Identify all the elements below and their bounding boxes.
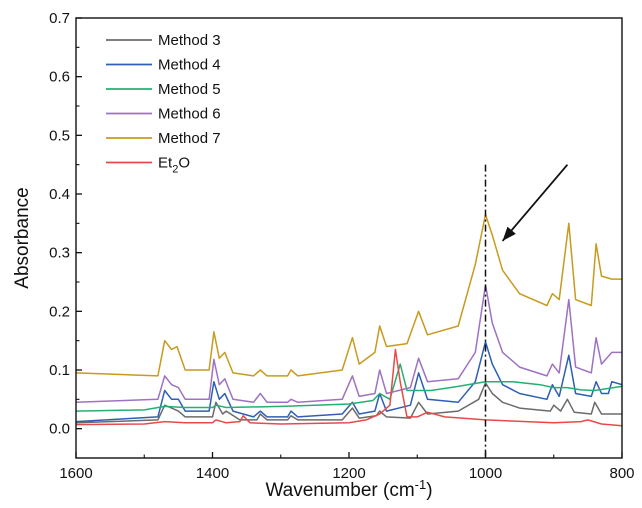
arrow-shaft bbox=[501, 164, 569, 242]
arrow-head bbox=[502, 226, 516, 241]
y-tick-label: 0.7 bbox=[49, 10, 70, 27]
y-tick-label: 0.4 bbox=[49, 186, 70, 203]
x-tick-label: 800 bbox=[609, 465, 634, 482]
x-axis-title-end: ) bbox=[426, 480, 432, 501]
legend-label: Et2O bbox=[158, 155, 190, 176]
x-tick-label: 1400 bbox=[196, 465, 229, 482]
y-tick-label: 0.0 bbox=[49, 421, 70, 438]
y-axis-title: Absorbance bbox=[12, 187, 33, 288]
reference-layer bbox=[484, 164, 569, 458]
y-tick-label: 0.5 bbox=[49, 127, 70, 144]
series-line-4 bbox=[76, 284, 622, 404]
x-axis-title: Wavenumber (cm-1) bbox=[265, 477, 432, 501]
legend-label: Method 4 bbox=[158, 57, 221, 74]
x-tick-label: 1000 bbox=[469, 465, 502, 482]
legend-label: Method 6 bbox=[158, 106, 221, 123]
y-tick-label: 0.1 bbox=[49, 362, 70, 379]
series-line-3 bbox=[76, 363, 622, 412]
x-tick-label: 1200 bbox=[332, 465, 365, 482]
series-line-5 bbox=[76, 213, 622, 377]
legend: Method 3 Method 4 Method 5 Method 6 Method 7… bbox=[106, 32, 221, 176]
x-axis-title-main: Wavenumber (cm bbox=[265, 480, 414, 501]
tick-layer: 1600 1400 1200 1000 800 0.0 0.1 0.2 0.3 0.4 0.5 0.6… bbox=[49, 10, 634, 482]
x-tick-label: 1600 bbox=[59, 465, 92, 482]
legend-label: Method 3 bbox=[158, 32, 221, 49]
y-tick-label: 0.2 bbox=[49, 303, 70, 320]
x-axis-title-sup: -1 bbox=[415, 477, 427, 492]
y-tick-label: 0.3 bbox=[49, 245, 70, 262]
legend-label: Method 5 bbox=[158, 81, 221, 98]
y-tick-label: 0.6 bbox=[49, 69, 70, 86]
series-line-6 bbox=[76, 348, 622, 427]
series-layer bbox=[76, 213, 622, 427]
legend-label: Method 7 bbox=[158, 130, 221, 147]
